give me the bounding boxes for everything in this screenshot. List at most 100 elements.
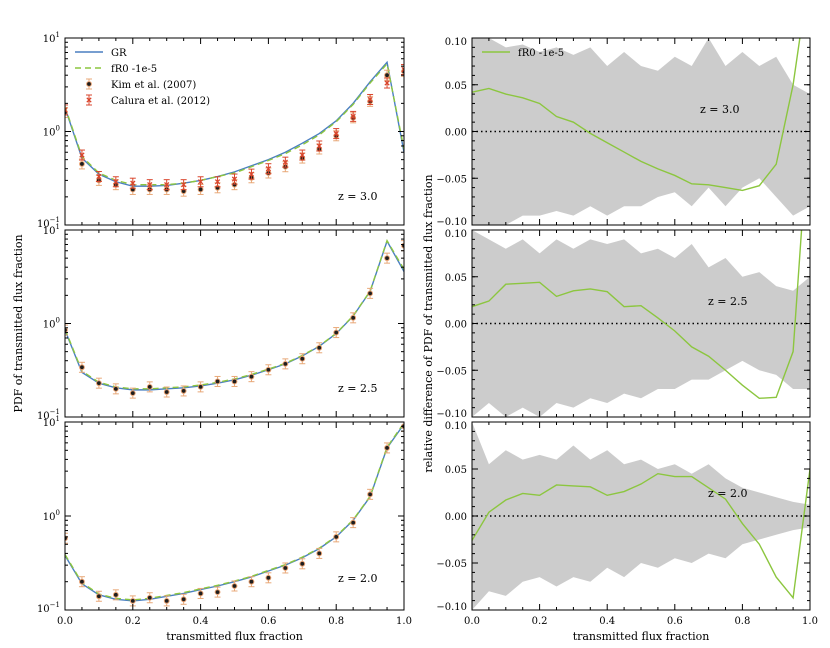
y-tick-label: 10−1 xyxy=(37,601,60,615)
kim-point xyxy=(146,383,153,390)
redshift-annotation: z = 2.5 xyxy=(338,382,378,395)
kim-point xyxy=(282,565,289,571)
calura-point xyxy=(197,179,204,185)
kim-point xyxy=(231,583,238,589)
x-tick-label: 1.0 xyxy=(396,616,412,627)
legend-label: GR xyxy=(111,48,127,59)
kim-point xyxy=(384,72,390,79)
plot-area xyxy=(472,230,810,417)
x-tick-label: 0.0 xyxy=(57,616,73,627)
kim-point xyxy=(316,550,323,557)
x-axis-label: transmitted flux fraction xyxy=(573,630,710,643)
calura-point xyxy=(130,180,136,186)
calura-point xyxy=(316,143,322,149)
kim-point xyxy=(180,388,187,394)
kim-point xyxy=(316,344,323,351)
plot-area xyxy=(65,238,404,399)
kim-point xyxy=(79,364,85,371)
tick-base: 10 xyxy=(43,320,56,331)
kim-point xyxy=(112,385,119,392)
x-tick-label: 0.2 xyxy=(532,616,548,627)
redshift-annotation: z = 2.0 xyxy=(708,487,748,500)
calura-point xyxy=(65,107,68,113)
tick-exponent: −1 xyxy=(50,601,60,609)
kim-point xyxy=(299,560,306,567)
redshift-annotation: z = 2.0 xyxy=(338,572,378,585)
kim-point xyxy=(96,380,102,387)
kim-point xyxy=(197,383,204,390)
kim-point xyxy=(299,355,306,362)
plot-area xyxy=(65,422,404,607)
tick-base: 10 xyxy=(43,418,56,429)
kim-point xyxy=(214,378,221,385)
tick-exponent: 0 xyxy=(56,317,60,325)
x-tick-label: 0.4 xyxy=(599,616,615,627)
calura-point xyxy=(79,152,85,158)
error-band xyxy=(472,422,810,610)
tick-base: 10 xyxy=(43,226,56,237)
kim-point xyxy=(163,389,170,395)
x-tick-label: 0.6 xyxy=(667,616,683,627)
kim-point xyxy=(248,578,255,585)
y-tick-label: −0.05 xyxy=(436,174,467,185)
series-line-gr xyxy=(65,60,404,187)
kim-point xyxy=(112,591,119,598)
plot-area xyxy=(472,422,810,610)
kim-point xyxy=(79,578,85,585)
x-tick-label: 0.0 xyxy=(464,616,480,627)
x-tick-label: 0.8 xyxy=(328,616,344,627)
tick-exponent: 1 xyxy=(56,415,60,423)
legend-swatch-kim xyxy=(86,81,92,87)
calura-point xyxy=(401,66,404,73)
calura-point xyxy=(333,130,339,137)
legend: GR fR0 -1e-5 Kim et al. (2007) Calura et al… xyxy=(75,48,210,107)
calura-point xyxy=(282,159,289,165)
tick-base: 10 xyxy=(43,512,56,523)
plot-area xyxy=(472,38,810,225)
kim-point xyxy=(384,255,390,262)
x-tick-label: 1.0 xyxy=(802,616,818,627)
kim-point xyxy=(96,593,102,600)
tick-exponent: −1 xyxy=(50,408,60,416)
x-tick-label: 0.8 xyxy=(734,616,750,627)
legend-label: fR0 -1e-5 xyxy=(518,48,564,59)
y-tick-label: 0.10 xyxy=(445,421,467,432)
calura-point xyxy=(299,152,305,158)
y-tick-label: 10−1 xyxy=(37,216,60,230)
kim-point xyxy=(282,360,289,367)
kim-point xyxy=(367,290,374,297)
legend-label: fR0 -1e-5 xyxy=(111,64,157,75)
panel-right-bottom: 0.10 0.05 0.00 −0.05 −0.10 0.0 0.2 0.4 0.6 0.8 1.0… xyxy=(436,421,818,643)
calura-point xyxy=(180,182,187,188)
y-axis-label: PDF of transmitted flux fraction xyxy=(12,234,25,412)
calura-point xyxy=(96,173,102,180)
kim-point xyxy=(231,378,238,385)
tick-base: 10 xyxy=(37,219,50,230)
redshift-annotation: z = 3.0 xyxy=(700,103,740,116)
x-tick-label: 0.4 xyxy=(193,616,209,627)
y-tick-label: 0.00 xyxy=(445,320,467,331)
x-tick-label: 0.6 xyxy=(260,616,276,627)
calura-point xyxy=(164,182,170,188)
y-tick-label: −0.10 xyxy=(436,217,467,228)
legend-label: Calura et al. (2012) xyxy=(111,96,210,107)
y-tick-label: 0.10 xyxy=(445,37,467,48)
y-tick-label: 100 xyxy=(43,125,60,139)
y-tick-label: 101 xyxy=(43,415,60,429)
y-axis-label: relative difference of PDF of transmitte… xyxy=(422,174,435,472)
kim-point xyxy=(333,329,340,336)
calura-point xyxy=(384,80,390,86)
kim-point xyxy=(333,533,340,540)
tick-base: 10 xyxy=(43,128,56,139)
tick-base: 10 xyxy=(43,34,56,45)
tick-base: 10 xyxy=(37,604,50,615)
x-tick-label: 0.2 xyxy=(125,616,141,627)
series-line-fr0-1e-5 xyxy=(472,230,803,400)
kim-point xyxy=(384,445,390,451)
kim-point xyxy=(197,590,204,597)
calura-point xyxy=(248,171,255,177)
